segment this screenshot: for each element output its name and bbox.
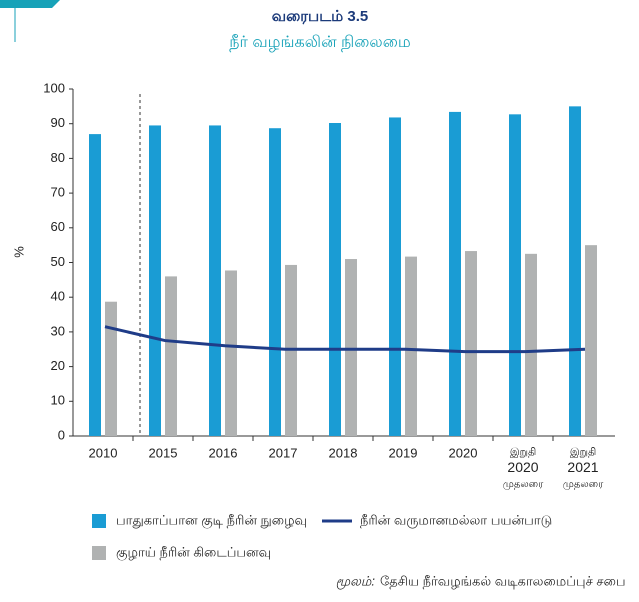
y-tick-label: 40 xyxy=(51,289,65,304)
x-tick-label: 2018 xyxy=(329,445,358,460)
y-tick-label: 60 xyxy=(51,219,65,234)
x-tick-label: 2017 xyxy=(269,445,298,460)
bar xyxy=(89,134,101,437)
bar xyxy=(105,301,117,436)
legend-label: நீரின் வருமானமல்லா பயன்பாடு xyxy=(360,512,552,528)
bar xyxy=(405,256,417,436)
bar xyxy=(465,251,477,436)
x-tick-label: இறுதி 2020 முதலரை xyxy=(503,447,544,490)
legend-swatch xyxy=(92,546,106,560)
y-tick-label: 20 xyxy=(51,358,65,373)
bar xyxy=(225,270,237,436)
x-tick-label: இறுதி 2021 முதலரை xyxy=(563,447,604,490)
source: தேசிய நீர்வழங்கல் வடிகாலமைப்புச் சபை xyxy=(380,573,626,588)
y-tick-label: 90 xyxy=(51,115,65,130)
bar xyxy=(165,276,177,436)
y-tick-label: 50 xyxy=(51,254,65,269)
bar xyxy=(509,114,521,437)
bar xyxy=(449,111,461,436)
bar xyxy=(525,253,537,436)
bar xyxy=(269,128,281,436)
bar xyxy=(389,117,401,436)
y-axis-label: % xyxy=(11,246,26,258)
y-tick-label: 10 xyxy=(51,393,65,408)
y-tick-label: 80 xyxy=(51,150,65,165)
legend-label: பாதுகாப்பான குடி நீரின் நுழைவு xyxy=(116,512,307,528)
bar xyxy=(209,125,221,436)
x-tick-label: 2016 xyxy=(209,445,238,460)
y-tick-label: 30 xyxy=(51,323,65,338)
chart-title: வரைபடம் 3.5 xyxy=(272,8,369,25)
line xyxy=(104,325,586,354)
y-tick-label: 70 xyxy=(51,185,65,200)
source-label: மூலம்: xyxy=(336,573,376,590)
bar xyxy=(149,125,161,436)
x-tick-label: 2020 xyxy=(449,445,478,460)
x-tick-label: 2010 xyxy=(89,445,118,460)
chart-subtitle: நீர் வழங்கலின் நிலைமை xyxy=(229,34,410,51)
x-tick-label: 2015 xyxy=(149,445,178,460)
y-tick-label: 100 xyxy=(43,80,65,95)
legend-swatch xyxy=(92,514,106,528)
x-tick-label: 2019 xyxy=(389,445,418,460)
legend-label: குழாய் நீரின் கிடைப்பனவு xyxy=(116,544,271,560)
bar xyxy=(569,106,581,436)
bar xyxy=(329,123,341,437)
y-tick-label: 0 xyxy=(58,427,65,442)
corner-decoration xyxy=(0,0,60,8)
bar xyxy=(585,245,597,436)
bar xyxy=(345,259,357,436)
